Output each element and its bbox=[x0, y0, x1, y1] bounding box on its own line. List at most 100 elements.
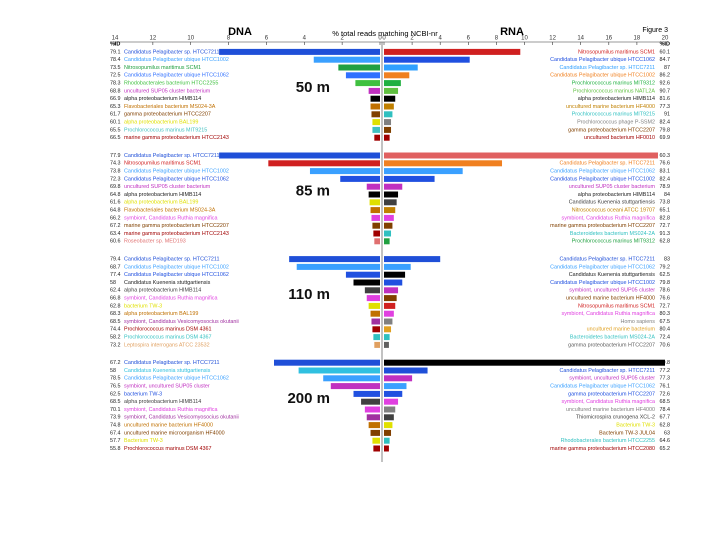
rna-id: 82.4 bbox=[660, 176, 671, 182]
rna-bar bbox=[384, 80, 401, 87]
rna-bar bbox=[384, 168, 463, 175]
rna-id: 63 bbox=[664, 430, 670, 436]
dna-id: 69.8 bbox=[110, 184, 121, 190]
dna-taxon: Candidatus Kuenenia stuttgartiensis bbox=[124, 368, 211, 374]
dna-bar bbox=[373, 334, 380, 341]
rna-id: 62.8 bbox=[660, 239, 671, 245]
rna-taxon: symbiont, Candidatus Ruthia magnifica bbox=[562, 311, 656, 317]
rna-taxon: uncultured marine bacterium HF4000 bbox=[566, 296, 655, 302]
dna-taxon: Candidatus Pelagibacter ubique HTCC1062 bbox=[124, 73, 229, 79]
dna-bar bbox=[338, 64, 380, 71]
rna-bar bbox=[384, 414, 394, 421]
depth-label: 85 m bbox=[296, 183, 330, 200]
x-tick-label: 14 bbox=[577, 36, 584, 42]
rna-id: 62.5 bbox=[660, 272, 671, 278]
x-tick-label: 14 bbox=[112, 36, 119, 42]
dna-taxon: symbiont, Candidatus Ruthia magnifica bbox=[124, 296, 218, 302]
dna-taxon: alpha proteobacterium BAL199 bbox=[124, 120, 198, 126]
rna-bar bbox=[384, 359, 665, 366]
rna-taxon: uncultured bacterium HF0010 bbox=[584, 135, 655, 141]
x-tick-label: 12 bbox=[150, 36, 157, 42]
x-tick-label: 0 bbox=[382, 36, 386, 42]
rna-id: 83 bbox=[664, 257, 670, 263]
rna-bar bbox=[384, 383, 407, 390]
dna-id: 66.8 bbox=[110, 296, 121, 302]
dna-taxon: uncultured marine microorganism HF4000 bbox=[124, 430, 225, 436]
rna-bar bbox=[384, 263, 411, 270]
dna-bar bbox=[345, 72, 380, 79]
rna-bar bbox=[384, 271, 406, 278]
rna-taxon: Prochlorococcus marinus MIT9312 bbox=[572, 239, 655, 245]
rna-taxon: alpha proteobacterium HIMB114 bbox=[578, 96, 655, 102]
dna-taxon: symbiont, Candidatus Ruthia magnifica bbox=[124, 407, 218, 413]
dna-taxon: uncultured SUP05 cluster bacterium bbox=[124, 88, 211, 94]
rna-taxon: Candidatus Pelagibacter sp. HTCC7211 bbox=[560, 65, 656, 71]
dna-id: 72.5 bbox=[110, 73, 121, 79]
rna-bar bbox=[384, 183, 403, 190]
dna-bar bbox=[370, 103, 380, 110]
dna-taxon: Leptospira interrogans ATCC 23532 bbox=[124, 342, 210, 348]
rna-bar bbox=[384, 111, 393, 118]
rna-taxon: Candidatus Pelagibacter sp. HTCC7211 bbox=[560, 368, 656, 374]
dna-taxon: alpha proteobacterium HIMB114 bbox=[124, 399, 201, 405]
dna-id: 74.4 bbox=[110, 327, 121, 333]
rna-taxon: Candidatus Kuenenia stuttgartiensis bbox=[569, 272, 656, 278]
dna-id: 64.8 bbox=[110, 208, 121, 214]
dna-id: 79.4 bbox=[110, 257, 121, 263]
x-tick-label: 8 bbox=[227, 36, 231, 42]
dna-bar bbox=[274, 359, 380, 366]
dna-id: 62.4 bbox=[110, 288, 121, 294]
dna-bar bbox=[289, 256, 380, 263]
dna-bar bbox=[366, 295, 380, 302]
dna-taxon: bacterium TW-3 bbox=[124, 391, 162, 397]
rna-bar bbox=[384, 207, 396, 214]
dna-taxon: Prochlorococcus marinus MIT9215 bbox=[124, 127, 207, 133]
rna-id: 92.6 bbox=[660, 81, 671, 87]
dna-id: 72.3 bbox=[110, 176, 121, 182]
rna-id: 80.4 bbox=[660, 327, 671, 333]
dna-id: 76.5 bbox=[110, 384, 121, 390]
dna-bar bbox=[372, 119, 380, 126]
rna-id: 72.7 bbox=[660, 303, 671, 309]
x-tick-label: 4 bbox=[439, 36, 443, 42]
rna-taxon: Prochlorococcus marinus MIT9215 bbox=[572, 112, 655, 118]
dna-bar bbox=[219, 48, 380, 55]
x-tick-label: 20 bbox=[662, 36, 669, 42]
rna-bar bbox=[384, 199, 397, 206]
dna-bar bbox=[353, 279, 380, 286]
dna-taxon: Candidatus Pelagibacter sp. HTCC7211 bbox=[124, 257, 220, 263]
dna-bar bbox=[345, 271, 380, 278]
x-tick-label: 2 bbox=[340, 36, 344, 42]
x-tick-label: 0 bbox=[378, 36, 382, 42]
chart-title: % total reads matching NCBI-nr bbox=[332, 29, 438, 38]
dna-taxon: Flavobacteriales bacterium MS024-3A bbox=[124, 104, 216, 110]
dna-bar bbox=[340, 175, 380, 182]
dna-id: 65.3 bbox=[110, 104, 121, 110]
dna-id: 67.2 bbox=[110, 360, 121, 366]
dna-taxon: Candidatus Pelagibacter sp. HTCC7211 bbox=[124, 49, 220, 55]
x-tick-label: 18 bbox=[634, 36, 641, 42]
x-tick-label: 16 bbox=[605, 36, 612, 42]
rna-bar bbox=[384, 326, 392, 333]
dna-bar bbox=[219, 152, 380, 159]
rna-taxon: gamma proteobacterium HTCC2207 bbox=[568, 127, 655, 133]
rna-bar bbox=[384, 175, 435, 182]
dna-id: 58.2 bbox=[110, 335, 121, 341]
rna-taxon: uncultured SUP05 cluster bacterium bbox=[569, 184, 656, 190]
rna-id: 77.3 bbox=[660, 104, 671, 110]
rna-taxon: Candidatus Pelagibacter sp. HTCC7211 bbox=[560, 257, 656, 263]
rna-taxon: Bacteroidetes bacterium MS024-2A bbox=[570, 335, 655, 341]
rna-taxon: alpha proteobacterium HIMB114 bbox=[578, 192, 655, 198]
x-tick-label: 10 bbox=[187, 36, 194, 42]
dna-taxon: Candidatus Pelagibacter ubique HTCC1062 bbox=[124, 272, 229, 278]
dna-bar bbox=[368, 302, 380, 309]
rna-bar bbox=[384, 191, 399, 198]
rna-bar bbox=[384, 56, 470, 63]
rna-id: 65.2 bbox=[660, 446, 671, 452]
rna-id: 70.6 bbox=[660, 342, 671, 348]
depth-label: 110 m bbox=[288, 286, 330, 303]
rna-taxon: Bacterium TW-3 bbox=[616, 423, 655, 429]
dna-taxon: Roseobacter sp. MED193 bbox=[124, 239, 186, 245]
